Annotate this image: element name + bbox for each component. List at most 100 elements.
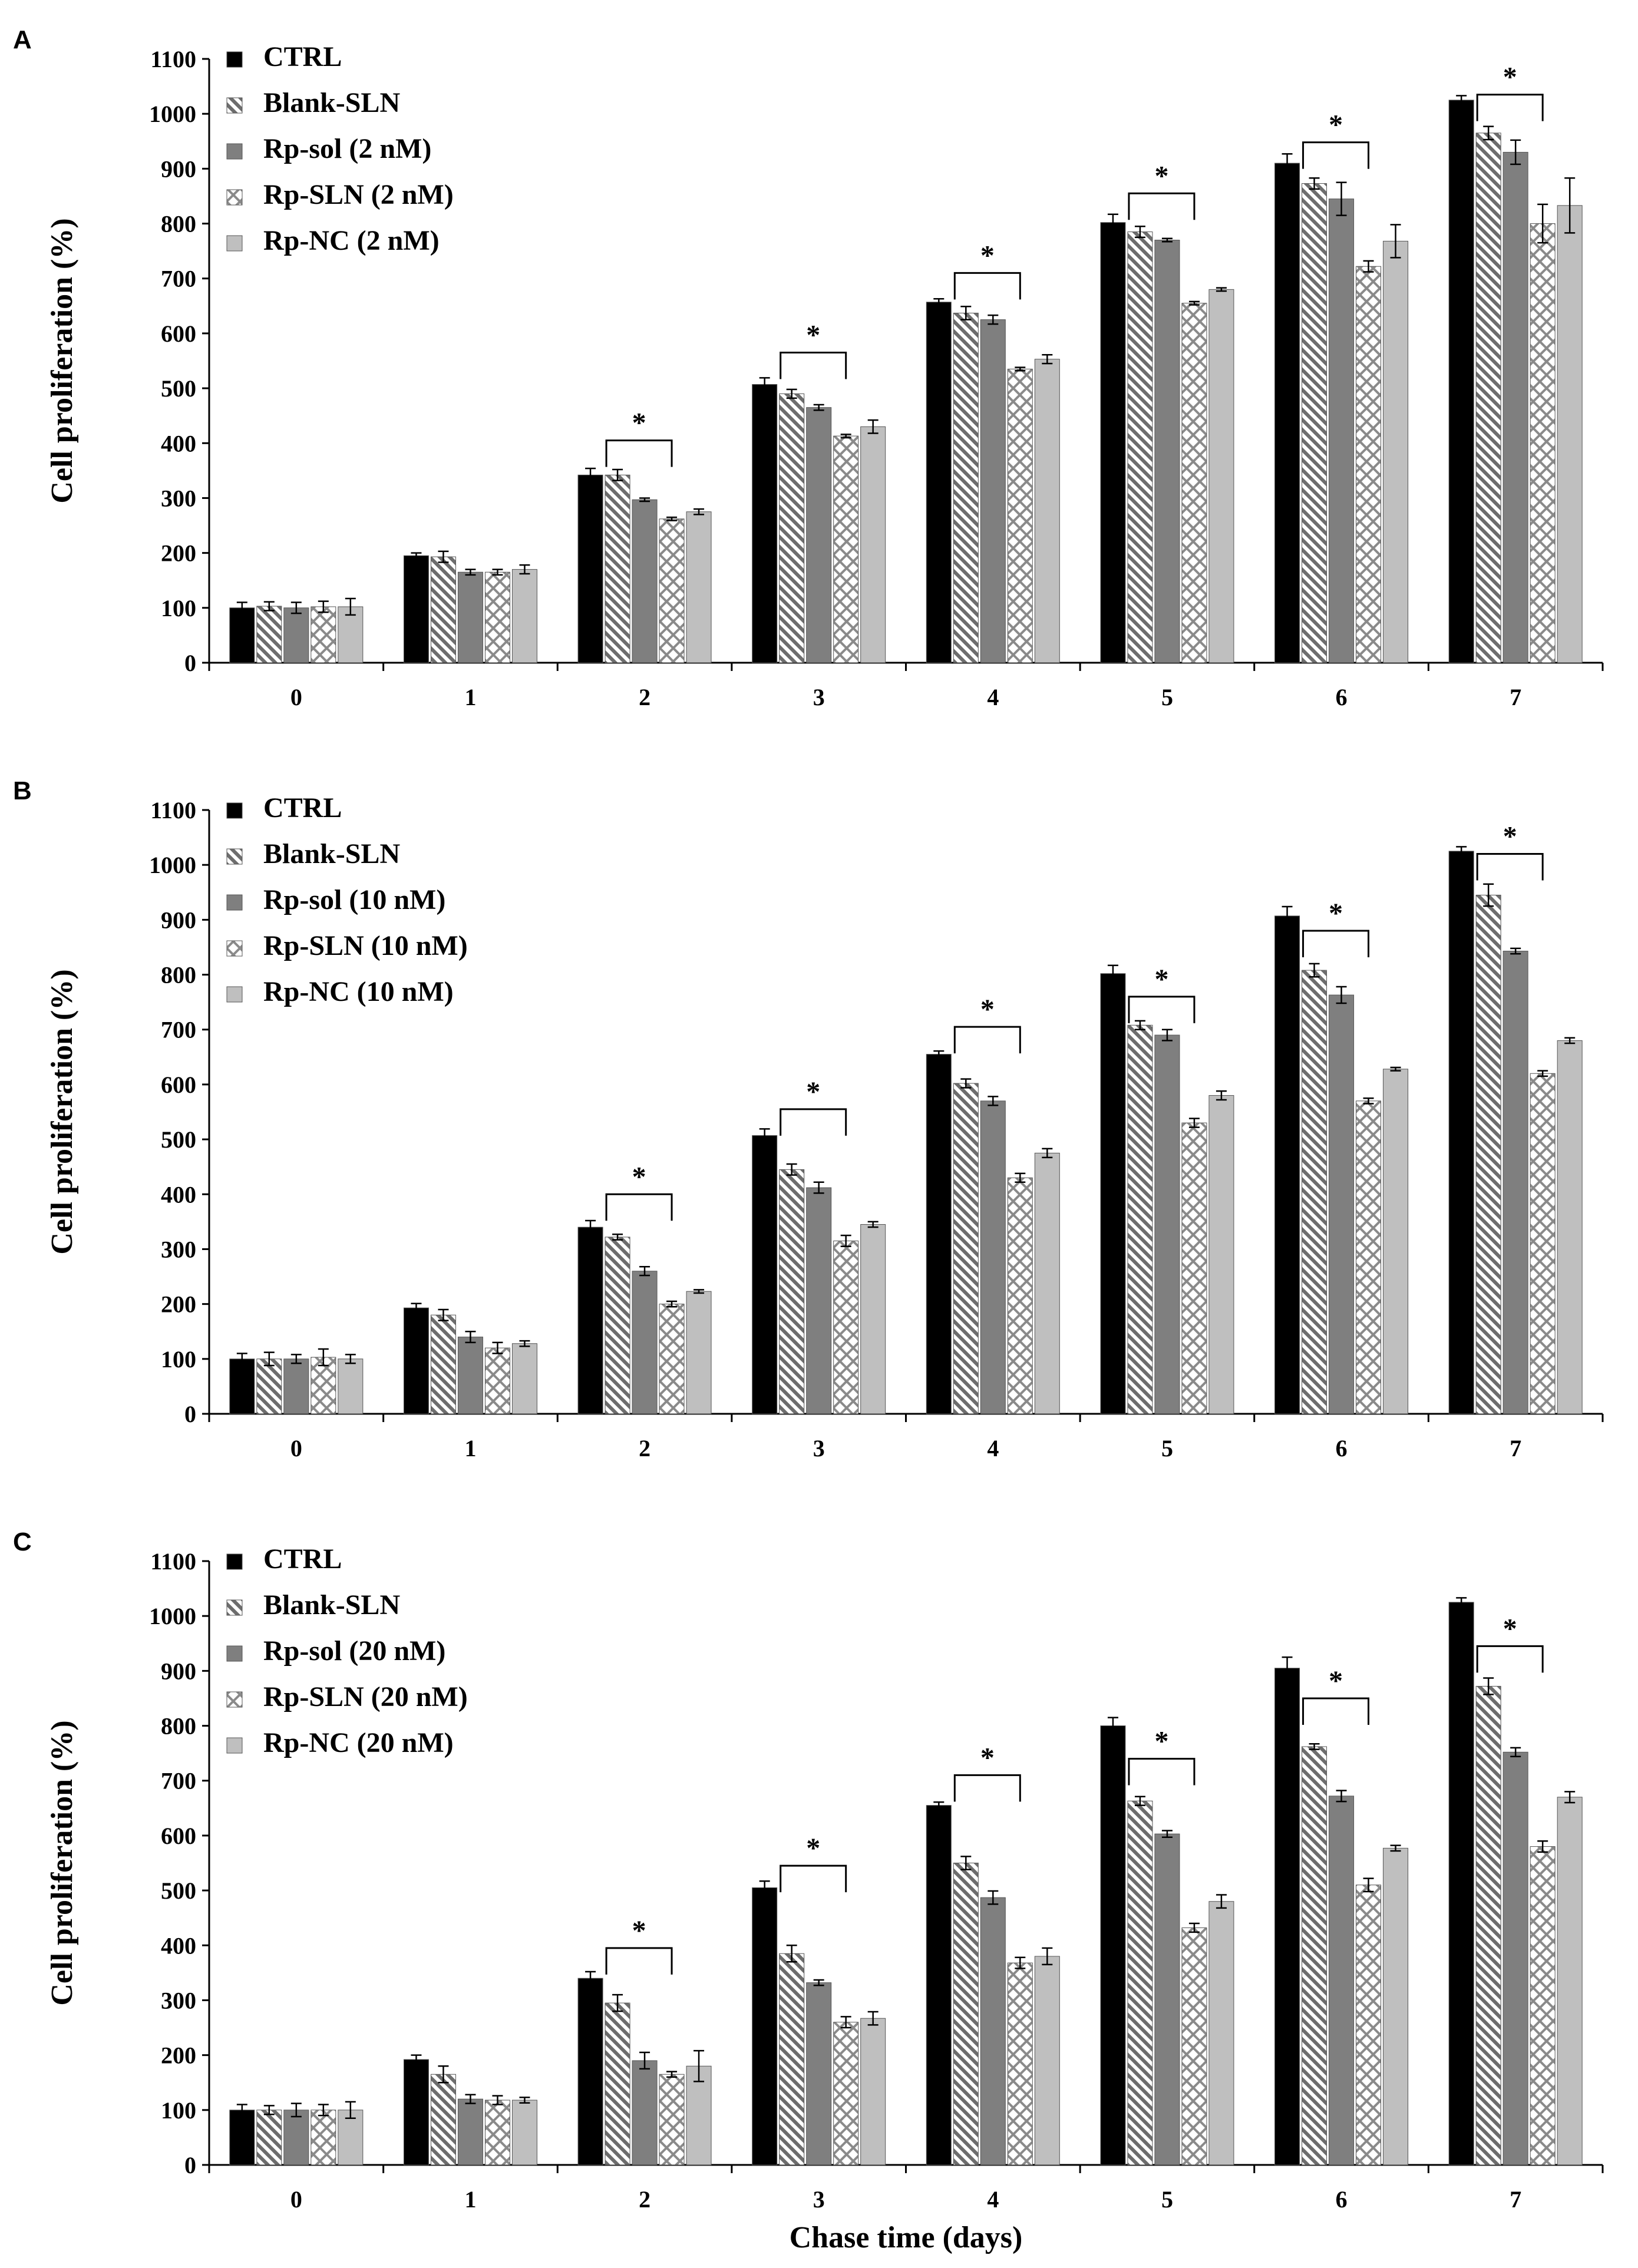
bar bbox=[229, 2110, 255, 2165]
y-tick-label: 0 bbox=[184, 2152, 196, 2178]
x-tick-label: 1 bbox=[464, 2186, 476, 2213]
legend-swatch bbox=[226, 802, 243, 819]
bar bbox=[632, 2060, 658, 2165]
bar bbox=[1383, 1069, 1409, 1414]
bar bbox=[1557, 205, 1583, 663]
x-tick-label: 1 bbox=[464, 684, 476, 710]
x-tick-label: 5 bbox=[1161, 684, 1173, 710]
bar bbox=[256, 1358, 282, 1414]
significance-bracket bbox=[780, 352, 847, 379]
x-tick-label: 2 bbox=[639, 1435, 650, 1462]
bar bbox=[980, 1100, 1006, 1414]
x-tick-label: 4 bbox=[987, 684, 999, 710]
bar bbox=[1356, 266, 1382, 663]
bar bbox=[605, 1237, 630, 1414]
bar bbox=[686, 2065, 712, 2165]
y-tick-label: 0 bbox=[184, 650, 196, 676]
significance-bracket bbox=[1302, 141, 1370, 169]
bar bbox=[1302, 183, 1327, 663]
panel-letter: A bbox=[13, 25, 32, 54]
significance-bracket bbox=[1476, 1645, 1544, 1673]
bar bbox=[980, 319, 1006, 663]
legend-swatch bbox=[226, 51, 243, 68]
y-tick-label: 300 bbox=[161, 485, 196, 511]
significance-star: * bbox=[1329, 1665, 1343, 1697]
legend-label: Rp-SLN (2 nM) bbox=[263, 179, 454, 210]
significance-bracket bbox=[1476, 94, 1544, 121]
bar bbox=[1181, 1927, 1207, 2165]
significance-star: * bbox=[1503, 821, 1517, 852]
bar bbox=[430, 2074, 456, 2165]
bar bbox=[1208, 1901, 1234, 2165]
y-axis-title: Cell proliferation (%) bbox=[45, 969, 79, 1254]
bar bbox=[311, 606, 336, 663]
bar bbox=[1007, 368, 1033, 663]
y-tick-label: 800 bbox=[161, 211, 196, 237]
y-tick-label: 600 bbox=[161, 1823, 196, 1849]
legend-label: Rp-sol (20 nM) bbox=[263, 1635, 445, 1667]
legend: CTRL Blank-SLN Rp-sol (2 nM) Rp-SLN (2 nM) R… bbox=[226, 41, 454, 256]
y-tick-label: 400 bbox=[161, 1932, 196, 1959]
legend-label: Blank-SLN bbox=[263, 87, 400, 118]
bar bbox=[632, 499, 658, 663]
legend-label: Rp-SLN (10 nM) bbox=[263, 930, 468, 961]
chart-panel-c: C Cell proliferation (%) 0 100 200 300 400 500 6… bbox=[13, 1528, 1604, 2254]
y-tick-label: 700 bbox=[161, 266, 196, 292]
bar bbox=[283, 607, 309, 663]
y-tick-label: 500 bbox=[161, 1126, 196, 1153]
bar bbox=[1034, 1152, 1060, 1414]
bar bbox=[484, 2100, 510, 2165]
bar bbox=[1127, 1024, 1153, 1414]
x-axis-title: Chase time (days) bbox=[790, 2221, 1023, 2254]
legend-label: CTRL bbox=[263, 41, 342, 72]
x-tick-label: 2 bbox=[639, 2186, 650, 2213]
bar bbox=[1329, 199, 1355, 663]
x-tick-label: 3 bbox=[813, 684, 825, 710]
bar bbox=[1100, 1725, 1126, 2165]
bar bbox=[1475, 1685, 1501, 2165]
x-tick-label: 0 bbox=[290, 2186, 302, 2213]
y-tick-label: 400 bbox=[161, 430, 196, 457]
bar bbox=[1208, 289, 1234, 663]
x-tick-label: 6 bbox=[1336, 684, 1348, 710]
significance-star: * bbox=[1329, 898, 1343, 929]
significance-bracket bbox=[1302, 930, 1370, 957]
bar bbox=[1329, 1796, 1355, 2165]
bar bbox=[980, 1897, 1006, 2165]
legend: CTRL Blank-SLN Rp-sol (20 nM) Rp-SLN (20 nM… bbox=[226, 1543, 468, 1758]
bar bbox=[926, 302, 952, 663]
bar bbox=[1154, 240, 1180, 663]
bar bbox=[1274, 1668, 1300, 2165]
significance-star: * bbox=[806, 1076, 820, 1107]
significance-bracket bbox=[953, 272, 1021, 300]
bar bbox=[953, 1083, 979, 1414]
significance-star: * bbox=[1154, 160, 1168, 191]
bar bbox=[1502, 950, 1528, 1414]
y-tick-label: 1100 bbox=[150, 1548, 196, 1575]
bar bbox=[806, 1982, 832, 2165]
significance-star: * bbox=[1154, 964, 1168, 995]
y-tick-label: 900 bbox=[161, 907, 196, 933]
significance-star: * bbox=[632, 408, 646, 439]
bar bbox=[953, 1863, 979, 2165]
bar bbox=[1127, 1800, 1153, 2165]
significance-bracket bbox=[605, 1193, 673, 1221]
y-tick-label: 1100 bbox=[150, 46, 196, 72]
x-tick-label: 4 bbox=[987, 1435, 999, 1462]
significance-bracket bbox=[1128, 192, 1196, 220]
bar bbox=[1007, 1177, 1033, 1414]
y-tick-label: 0 bbox=[184, 1401, 196, 1427]
legend-swatch bbox=[226, 1645, 243, 1662]
bar bbox=[457, 2098, 483, 2165]
bar bbox=[1448, 851, 1474, 1414]
bar bbox=[833, 2022, 859, 2165]
legend: CTRL Blank-SLN Rp-sol (10 nM) Rp-SLN (10 nM… bbox=[226, 792, 468, 1007]
bar bbox=[1274, 163, 1300, 663]
legend-label: Blank-SLN bbox=[263, 838, 400, 869]
y-tick-label: 1000 bbox=[149, 852, 196, 878]
significance-star: * bbox=[806, 320, 820, 351]
chart-panel-a: A Cell proliferation (%) 0 100 200 300 400 500 6… bbox=[13, 25, 1604, 710]
significance-star: * bbox=[980, 240, 995, 271]
x-tick-label: 6 bbox=[1336, 2186, 1348, 2213]
